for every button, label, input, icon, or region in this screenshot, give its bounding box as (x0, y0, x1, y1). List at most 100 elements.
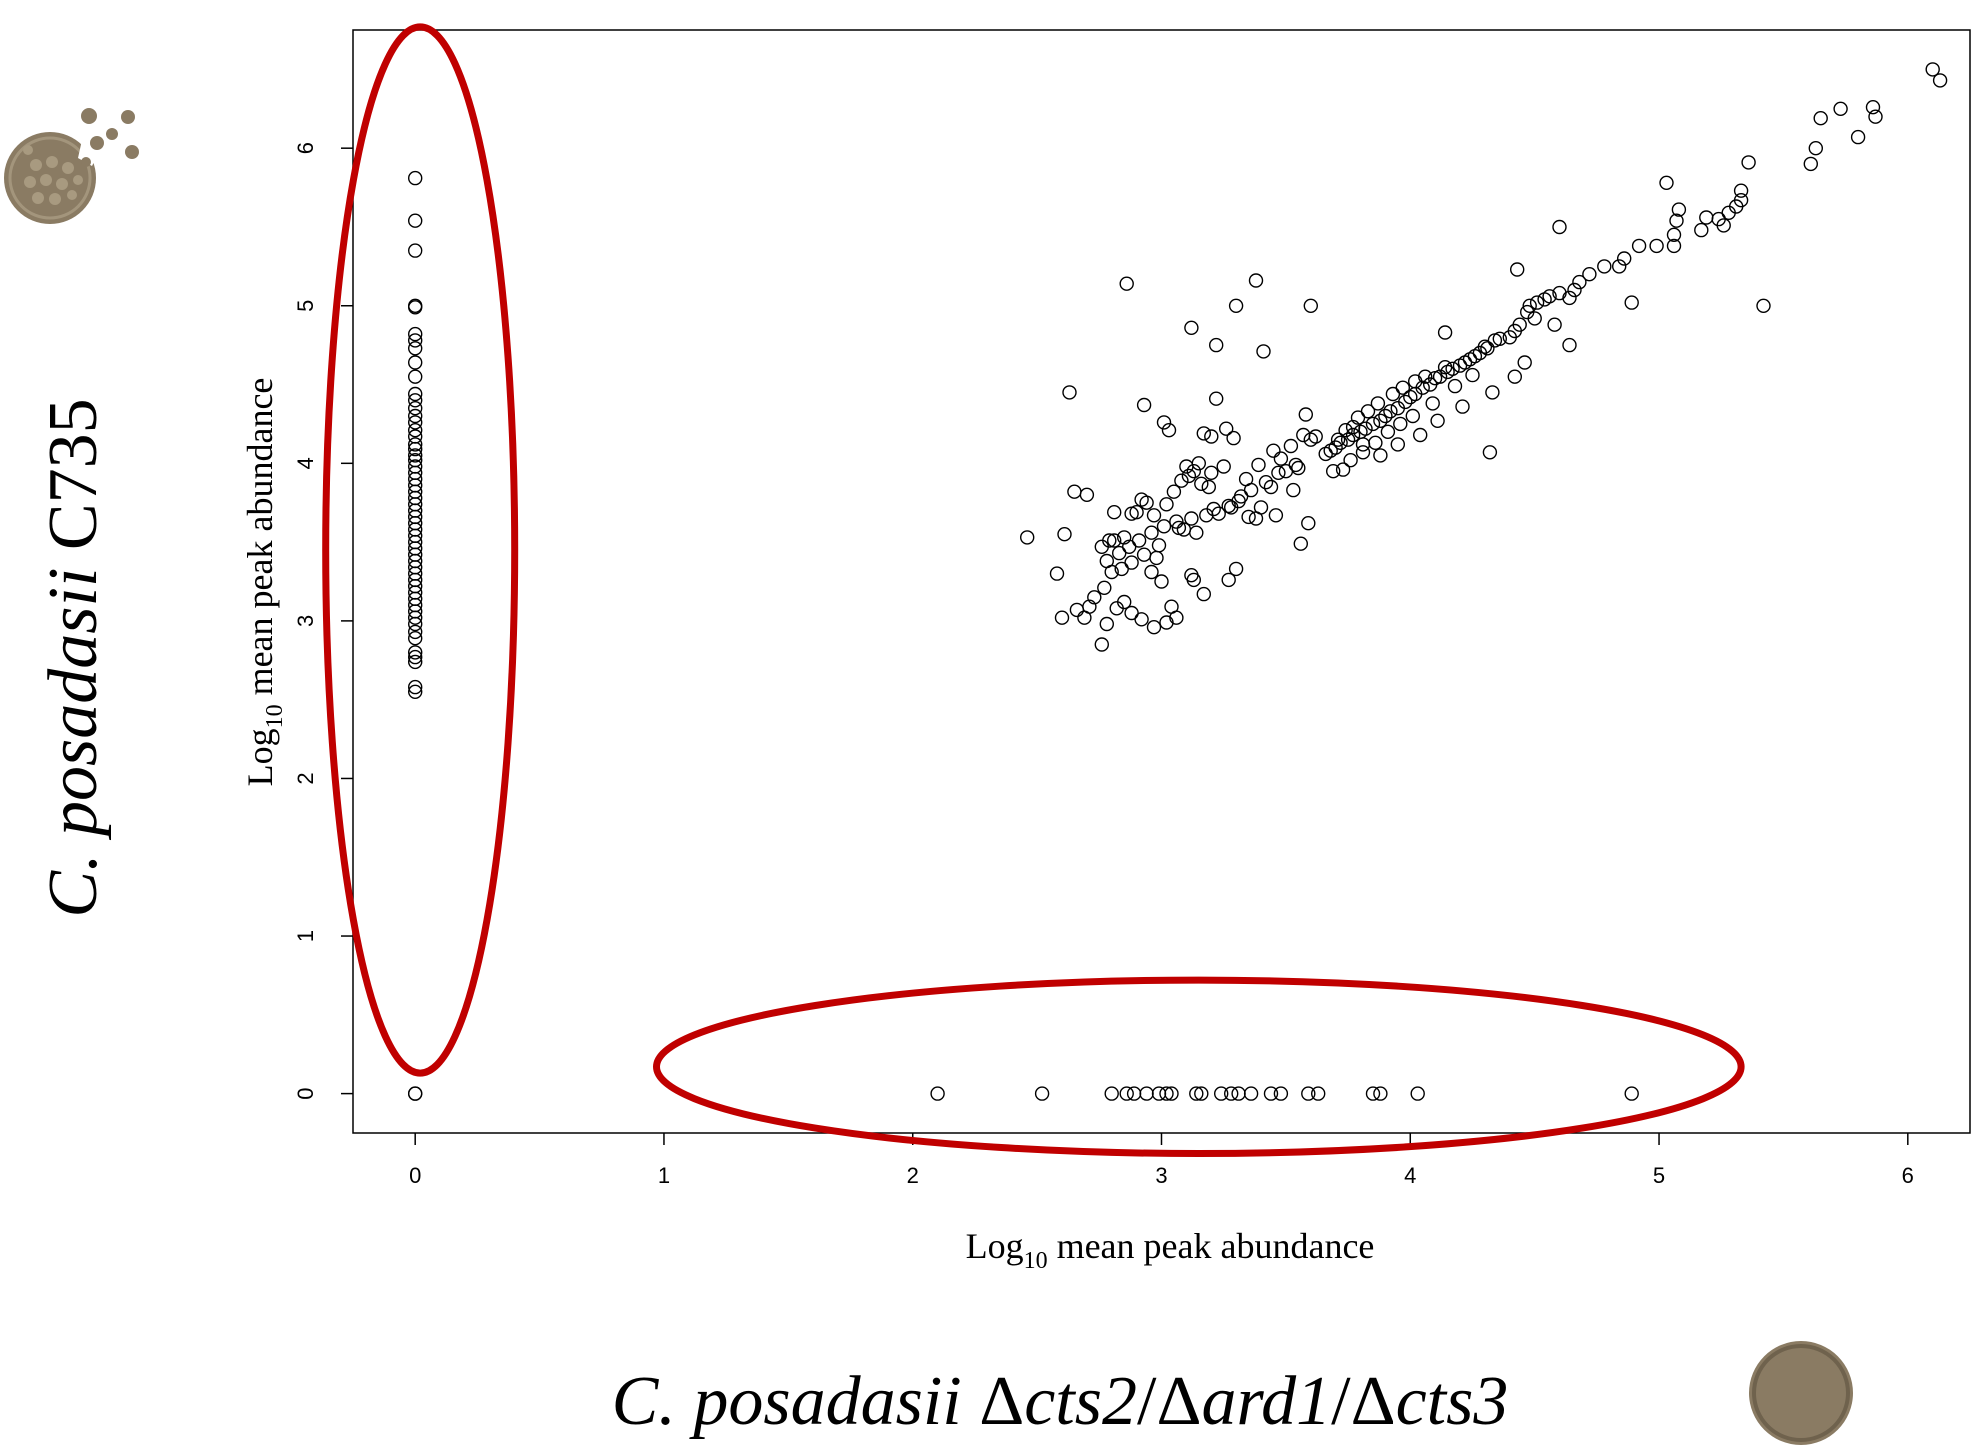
point-only-c735 (408, 213, 423, 228)
point-shared (1067, 484, 1082, 499)
point-only-mutant (1310, 1086, 1326, 1101)
point-shared (1308, 429, 1323, 444)
point-shared (1330, 432, 1346, 447)
point-shared (1808, 140, 1824, 156)
point-shared (1298, 407, 1314, 422)
point-shared (1293, 536, 1309, 551)
point-shared (1507, 369, 1523, 384)
point-shared (1111, 545, 1127, 561)
point-shared (1360, 404, 1376, 419)
point-only-c735 (408, 649, 423, 665)
point-shared (1231, 493, 1246, 509)
point-shared (1176, 522, 1192, 537)
point-shared (1278, 464, 1294, 479)
point-shared (1161, 423, 1177, 438)
point-shared (1694, 222, 1709, 238)
point-shared (1370, 396, 1386, 411)
point-shared (1159, 497, 1174, 512)
point-only-c735 (408, 386, 423, 402)
point-shared (1263, 479, 1279, 495)
point-shared (1268, 508, 1284, 523)
point-shared (1151, 538, 1167, 553)
point-shared (1102, 533, 1117, 548)
point-shared (1184, 511, 1199, 526)
point-shared (1318, 446, 1333, 462)
point-shared (1405, 408, 1421, 424)
point-shared (1094, 637, 1110, 652)
point-shared (1273, 451, 1289, 466)
point-only-mutant (930, 1086, 945, 1101)
y-tick-label: 4 (293, 457, 318, 469)
point-only-c735 (408, 300, 423, 315)
point-only-mutant (1273, 1086, 1289, 1101)
point-shared (1403, 389, 1418, 405)
point-shared (1380, 424, 1396, 439)
point-shared (1385, 386, 1401, 402)
point-shared (1350, 410, 1366, 425)
point-shared (1181, 468, 1197, 484)
point-only-c735 (408, 631, 423, 646)
point-shared (1189, 525, 1204, 540)
point-only-c735 (408, 408, 423, 424)
point-shared (1365, 416, 1381, 432)
point-shared (1437, 325, 1453, 340)
point-only-mutant (1410, 1086, 1425, 1101)
point-shared (1164, 599, 1179, 614)
point-shared (1455, 399, 1470, 414)
point-only-c735 (408, 1086, 423, 1101)
point-shared (1373, 413, 1388, 428)
point-shared (1134, 492, 1149, 507)
point-only-c735 (408, 624, 423, 640)
point-shared (1121, 539, 1137, 554)
point-shared (1228, 561, 1244, 577)
point-shared (1527, 311, 1542, 326)
point-shared (1303, 298, 1319, 313)
point-shared (1216, 459, 1231, 474)
point-shared (1338, 423, 1353, 438)
point-only-mutant (1365, 1086, 1381, 1101)
y-tick-label: 0 (293, 1087, 318, 1099)
point-shared (1631, 238, 1647, 254)
point-shared (1355, 437, 1371, 452)
point-shared (1868, 109, 1883, 124)
x-tick-label: 6 (1902, 1163, 1914, 1188)
point-shared (1502, 330, 1518, 345)
point-shared (1144, 564, 1159, 580)
point-shared (1174, 473, 1189, 488)
point-shared (1149, 550, 1164, 566)
highlight-present-only-in-mutant (653, 976, 1745, 1158)
point-shared (1221, 572, 1236, 588)
point-only-c735 (408, 243, 423, 258)
point-shared (1925, 62, 1940, 77)
x-tick-label: 5 (1653, 1163, 1665, 1188)
x-tick-label: 4 (1404, 1163, 1416, 1188)
point-shared (1283, 438, 1299, 454)
point-shared (1425, 396, 1440, 411)
point-shared (1156, 415, 1172, 430)
point-shared (1204, 429, 1219, 444)
point-shared (1833, 101, 1848, 117)
point-shared (1186, 572, 1202, 588)
point-shared (1378, 408, 1393, 424)
point-shared (1412, 427, 1428, 443)
mycelial-colony-icon (1749, 1341, 1853, 1445)
point-shared (1611, 259, 1627, 274)
point-shared (1616, 251, 1632, 266)
point-only-c735 (408, 415, 423, 430)
point-shared (1522, 298, 1537, 313)
point-shared (1430, 413, 1445, 428)
point-only-c735 (408, 326, 423, 342)
point-shared (1218, 421, 1234, 436)
point-shared (1131, 533, 1147, 548)
point-shared (1373, 448, 1388, 463)
point-shared (1106, 505, 1122, 520)
point-shared (1054, 610, 1070, 625)
y-tick-label: 5 (293, 300, 318, 312)
point-shared (1248, 511, 1264, 526)
point-only-mutant (1231, 1086, 1246, 1101)
data-points (408, 62, 1948, 1101)
point-shared (1196, 586, 1212, 602)
point-shared (1119, 276, 1134, 291)
point-shared (1756, 298, 1771, 313)
